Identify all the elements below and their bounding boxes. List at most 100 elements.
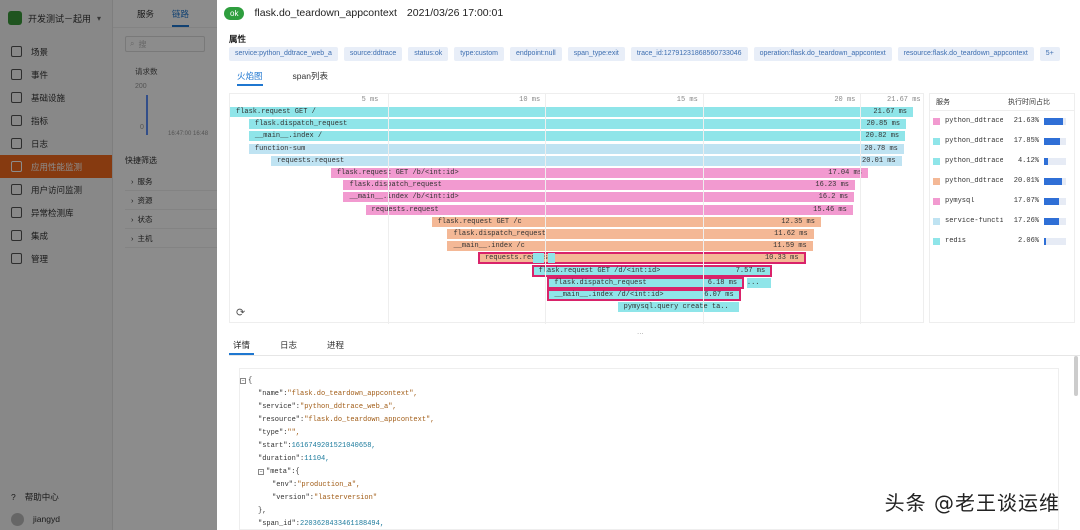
flame-bar[interactable]: __main__.index /c 11.59 ms xyxy=(447,241,813,252)
flame-bar[interactable]: requests.request 15.46 ms xyxy=(365,204,853,215)
filter-service[interactable]: › 服务 xyxy=(125,172,221,191)
color-swatch xyxy=(933,237,940,245)
service-row[interactable]: python_ddtrace_web_c 4.12% xyxy=(930,151,1074,171)
attribute-tag[interactable]: source:ddtrace xyxy=(343,47,403,61)
help-center-link[interactable]: ? 帮助中心 xyxy=(0,486,113,508)
flame-bar[interactable]: __main__.index / 20.82 ms xyxy=(248,131,906,142)
span-name: flask.dispatch_request xyxy=(453,230,546,238)
scrollbar[interactable] xyxy=(1074,356,1078,396)
filter-status[interactable]: › 状态 xyxy=(125,210,221,229)
flame-bar[interactable]: flask.dispatch_request 20.85 ms xyxy=(248,119,907,130)
chart-x-axis: 16:47:00 16:48 xyxy=(168,131,209,137)
flame-bar[interactable]: requests.request 10.33 ms xyxy=(477,252,806,265)
gear-icon xyxy=(11,253,22,264)
attribute-tag[interactable]: 5+ xyxy=(1039,47,1060,61)
chevron-right-icon: › xyxy=(131,214,134,224)
collapse-toggle-icon[interactable]: − xyxy=(258,469,264,475)
collapse-toggle-icon[interactable]: − xyxy=(240,378,246,384)
span-duration: 16.23 ms xyxy=(815,181,849,190)
service-name: python_ddtrace_web_a xyxy=(945,117,1003,125)
span-duration: 6.18 ms xyxy=(707,278,738,287)
flame-bar[interactable]: __main__.index /b/<int:id> 16.2 ms xyxy=(343,192,855,203)
service-name: pymysql xyxy=(945,197,975,205)
filter-host[interactable]: › 主机 xyxy=(125,229,221,248)
sidebar-item-8[interactable]: 集成 xyxy=(0,224,112,247)
json-line: "resource":"flask.do_teardown_appcontext… xyxy=(258,414,434,427)
json-line: }, xyxy=(258,505,266,518)
attribute-tag[interactable]: operation:flask.do_teardown_appcontext xyxy=(753,47,892,61)
service-row[interactable]: redis 2.06% xyxy=(930,231,1074,251)
flame-bar[interactable]: __main__.index /d/<int:id> 6.07 ms xyxy=(547,289,741,301)
json-line: "type":"", xyxy=(258,427,300,440)
chart-icon xyxy=(11,115,22,126)
attributes-heading: 属性 xyxy=(229,34,247,44)
apm-icon xyxy=(11,161,22,172)
json-line: "span_id":2203628433461188494, xyxy=(258,518,384,529)
user-menu[interactable]: jiangyd xyxy=(0,508,113,530)
attribute-tag[interactable]: resource:flask.do_teardown_appcontext xyxy=(897,47,1034,61)
sidebar-item-1[interactable]: 事件 xyxy=(0,63,112,86)
attribute-tag[interactable]: status:ok xyxy=(408,47,449,61)
flame-bar-small[interactable]: ... xyxy=(746,277,771,288)
search-input[interactable]: ⌕ 搜 xyxy=(125,36,205,52)
tab-traces[interactable]: 链路 xyxy=(172,8,190,27)
filter-resource[interactable]: › 资源 xyxy=(125,191,221,210)
span-name: __main__.index / xyxy=(254,132,323,141)
attribute-tag[interactable]: span_type:exit xyxy=(567,47,625,61)
json-key: "duration": xyxy=(258,455,305,463)
percent-bar xyxy=(1044,217,1066,225)
sidebar-item-2[interactable]: 基础设施 xyxy=(0,86,112,109)
sidebar-item-7[interactable]: 异常检测库 xyxy=(0,201,112,224)
grid-line xyxy=(545,94,547,324)
sidebar-item-5[interactable]: 应用性能监测 xyxy=(0,155,112,178)
sidebar-item-label: 基础设施 xyxy=(31,92,66,103)
attribute-tag[interactable]: type:custom xyxy=(454,47,504,61)
color-swatch xyxy=(933,137,940,145)
workspace-switcher[interactable]: 开发测试－起用 ▾ xyxy=(0,0,112,36)
apm-main: 服务 链路 ⌕ 搜 请求数 200 0 16:47:00 16:48 快捷筛选 … xyxy=(113,0,223,530)
flame-bar[interactable]: flask.request GET /b/<int:id> 17.04 ms xyxy=(330,168,868,178)
span-duration: 6.07 ms xyxy=(704,291,734,299)
service-row[interactable]: python_ddtrace_web_d 20.01% xyxy=(930,171,1074,191)
json-value: 1616749201521040658, xyxy=(291,442,376,450)
flame-bar[interactable]: flask.dispatch_request 16.23 ms xyxy=(343,180,855,191)
tab-span-list[interactable]: span列表 xyxy=(292,71,328,81)
tab-logs[interactable]: 日志 xyxy=(280,340,298,350)
flame-bar[interactable]: flask.dispatch_request 6.18 ms xyxy=(547,276,745,289)
flame-bar-small[interactable] xyxy=(548,253,555,264)
tab-details[interactable]: 详情 xyxy=(229,337,255,355)
json-value: "lasterversion" xyxy=(314,494,378,502)
tab-process[interactable]: 进程 xyxy=(327,340,345,350)
flame-bar[interactable]: requests.request 20.01 ms xyxy=(270,155,902,166)
service-row[interactable]: service-function 17.26% xyxy=(930,211,1074,231)
json-line: "duration":11104, xyxy=(258,453,329,466)
attribute-tag[interactable]: service:python_ddtrace_web_a xyxy=(229,47,338,61)
sidebar-item-3[interactable]: 指标 xyxy=(0,109,112,132)
sidebar-item-4[interactable]: 日志 xyxy=(0,132,112,155)
span-duration: 20.85 ms xyxy=(866,120,901,129)
flame-bar[interactable]: flask.request GET /d/<int:id> 7.57 ms xyxy=(531,264,773,277)
flame-bar[interactable]: function-sum 20.78 ms xyxy=(248,143,904,154)
sidebar-item-6[interactable]: 用户访问监测 xyxy=(0,178,112,201)
flame-bar[interactable]: pymysql.query create ta... xyxy=(617,302,728,313)
flame-bar-small[interactable] xyxy=(532,253,544,264)
tab-flamegraph[interactable]: 火焰图 xyxy=(237,66,263,86)
percent-fill xyxy=(1044,157,1048,165)
sidebar-item-0[interactable]: 场景 xyxy=(0,40,112,63)
service-row[interactable]: python_ddtrace_web_a 21.63% xyxy=(930,111,1074,131)
attribute-tags: service:python_ddtrace_web_a source:ddtra… xyxy=(229,47,1079,61)
flame-bar[interactable]: flask.dispatch_request 11.62 ms xyxy=(447,229,814,239)
flame-bar-small[interactable] xyxy=(727,302,740,313)
span-name: function-sum xyxy=(254,144,306,153)
attribute-tag[interactable]: trace_id:12791231868560733046 xyxy=(630,47,748,61)
attribute-tag[interactable]: endpoint:null xyxy=(509,47,562,61)
service-row[interactable]: python_ddtrace_web_b 17.85% xyxy=(930,131,1074,151)
flame-bar[interactable]: flask.request GET /c 12.35 ms xyxy=(431,216,821,227)
color-swatch xyxy=(933,197,940,205)
flame-bar[interactable]: flask.request GET / 21.67 ms xyxy=(230,107,913,117)
resize-handle[interactable]: ... xyxy=(637,327,644,336)
sidebar-item-9[interactable]: 管理 xyxy=(0,247,112,270)
refresh-icon[interactable]: ⟳ xyxy=(236,307,246,319)
tab-services[interactable]: 服务 xyxy=(137,8,155,19)
service-row[interactable]: pymysql 17.07% xyxy=(930,191,1074,211)
